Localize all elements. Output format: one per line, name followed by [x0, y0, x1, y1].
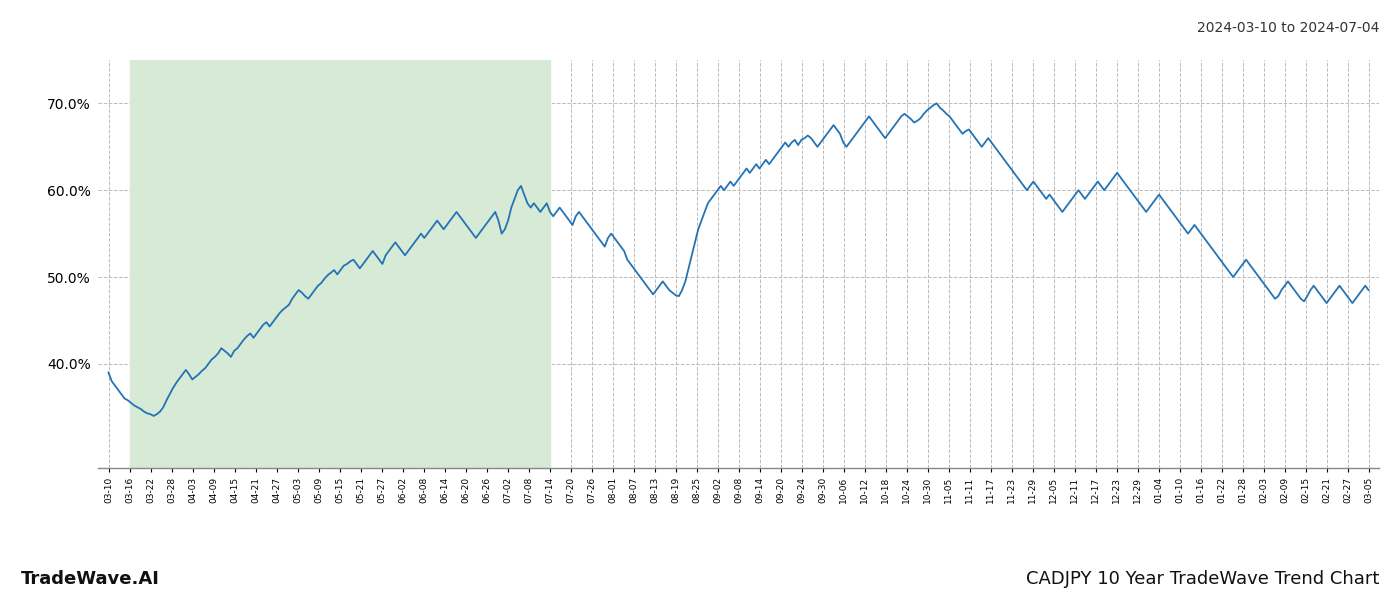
Text: TradeWave.AI: TradeWave.AI — [21, 570, 160, 588]
Bar — [130, 60, 550, 468]
Text: 2024-03-10 to 2024-07-04: 2024-03-10 to 2024-07-04 — [1197, 21, 1379, 35]
Text: CADJPY 10 Year TradeWave Trend Chart: CADJPY 10 Year TradeWave Trend Chart — [1026, 570, 1379, 588]
